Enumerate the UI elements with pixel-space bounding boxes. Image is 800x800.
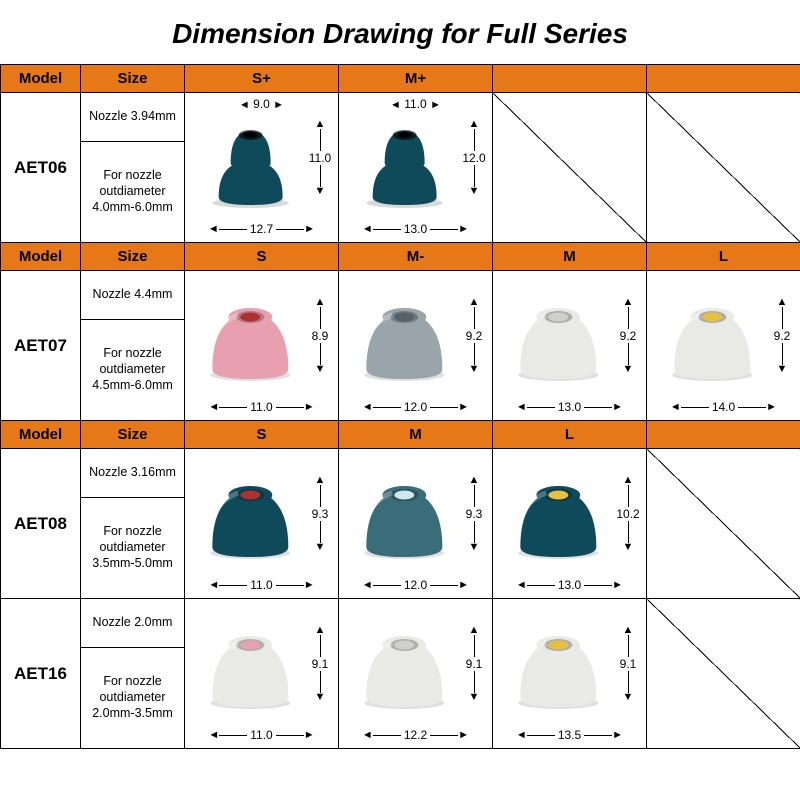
header-size-col: S [185,243,339,271]
dimension-width: ◄ 12.7 ► [185,222,338,236]
header-size-col: M- [339,243,493,271]
range-spec: For nozzle outdiameter 2.0mm-3.5mm [81,647,185,748]
dimension-width: ◄ 11.0 ► [185,578,338,592]
dimension-width: ◄ 14.0 ► [647,400,800,414]
eartip-icon [206,473,302,566]
dimension-height: ▲ 8.9 ▼ [306,271,334,400]
eartip-cell: ◄ 9.0 ► ▲ 11.0 ▼ ◄ 12.7 ► [185,93,339,243]
empty-cell [493,93,647,243]
dimension-width: ◄ 12.2 ► [339,728,492,742]
model-name: AET08 [1,449,81,599]
header-size-col: M [339,421,493,449]
header-size-col: S+ [185,65,339,93]
eartip-cell: ▲ 8.9 ▼ ◄ 11.0 ► [185,271,339,421]
eartip-cell: ▲ 9.3 ▼ ◄ 11.0 ► [185,449,339,599]
header-size-col [647,65,800,93]
nozzle-spec: Nozzle 3.94mm [81,93,185,142]
eartip-icon [514,295,610,388]
dimension-width: ◄ 12.0 ► [339,578,492,592]
header-size: Size [81,243,185,271]
dimension-width: ◄ 13.0 ► [339,222,492,236]
eartip-cell: ▲ 9.2 ▼ ◄ 13.0 ► [493,271,647,421]
empty-cell [647,93,800,243]
eartip-icon [514,623,610,716]
dimension-width: ◄ 13.0 ► [493,400,646,414]
model-name: AET07 [1,271,81,421]
eartip-cell: ▲ 9.2 ▼ ◄ 14.0 ► [647,271,800,421]
dimension-height: ▲ 9.3 ▼ [306,449,334,578]
dimension-width: ◄ 13.0 ► [493,578,646,592]
dimension-height: ▲ 9.2 ▼ [768,271,796,400]
eartip-cell: ▲ 9.3 ▼ ◄ 12.0 ► [339,449,493,599]
nozzle-spec: Nozzle 3.16mm [81,449,185,498]
eartip-cell: ▲ 10.2 ▼ ◄ 13.0 ► [493,449,647,599]
model-name: AET06 [1,93,81,243]
dimension-height: ▲ 9.2 ▼ [460,271,488,400]
header-size-col: M [493,243,647,271]
header-size-col: L [647,243,800,271]
header-size-col [647,421,800,449]
header-size-col: M+ [339,65,493,93]
model-name: AET16 [1,599,81,749]
header-size: Size [81,421,185,449]
header-model: Model [1,421,81,449]
header-size-col: L [493,421,647,449]
header-model: Model [1,243,81,271]
range-spec: For nozzle outdiameter 3.5mm-5.0mm [81,497,185,598]
dimension-width: ◄ 13.5 ► [493,728,646,742]
dimension-height: ▲ 11.0 ▼ [306,93,334,222]
eartip-icon [208,113,300,214]
eartip-icon [514,473,610,566]
dimension-height: ▲ 9.3 ▼ [460,449,488,578]
range-spec: For nozzle outdiameter 4.0mm-6.0mm [81,141,185,242]
eartip-cell: ▲ 9.1 ▼ ◄ 13.5 ► [493,599,647,749]
header-model: Model [1,65,81,93]
nozzle-spec: Nozzle 2.0mm [81,599,185,648]
eartip-cell: ▲ 9.2 ▼ ◄ 12.0 ► [339,271,493,421]
dimension-height: ▲ 12.0 ▼ [460,93,488,222]
eartip-cell: ▲ 9.1 ▼ ◄ 12.2 ► [339,599,493,749]
header-size-col [493,65,647,93]
dimension-width: ◄ 12.0 ► [339,400,492,414]
eartip-icon [360,473,456,566]
dimension-width: ◄ 11.0 ► [185,728,338,742]
nozzle-spec: Nozzle 4.4mm [81,271,185,320]
dimension-height: ▲ 9.1 ▼ [460,599,488,728]
dimension-height: ▲ 9.1 ▼ [306,599,334,728]
empty-cell [647,449,800,599]
header-size-col: S [185,421,339,449]
eartip-cell: ◄ 11.0 ► ▲ 12.0 ▼ ◄ 13.0 ► [339,93,493,243]
header-size: Size [81,65,185,93]
empty-cell [647,599,800,749]
eartip-icon [206,295,302,388]
dimension-width: ◄ 11.0 ► [185,400,338,414]
eartip-icon [360,295,456,388]
dimension-height: ▲ 9.1 ▼ [614,599,642,728]
eartip-cell: ▲ 9.1 ▼ ◄ 11.0 ► [185,599,339,749]
page-title: Dimension Drawing for Full Series [0,0,800,64]
eartip-icon [362,113,454,214]
eartip-icon [206,623,302,716]
dimension-height: ▲ 10.2 ▼ [614,449,642,578]
range-spec: For nozzle outdiameter 4.5mm-6.0mm [81,319,185,420]
eartip-icon [668,295,764,388]
dimension-height: ▲ 9.2 ▼ [614,271,642,400]
eartip-icon [360,623,456,716]
dimension-table: ModelSizeS+M+AET06Nozzle 3.94mm ◄ 9.0 ► … [0,64,800,749]
